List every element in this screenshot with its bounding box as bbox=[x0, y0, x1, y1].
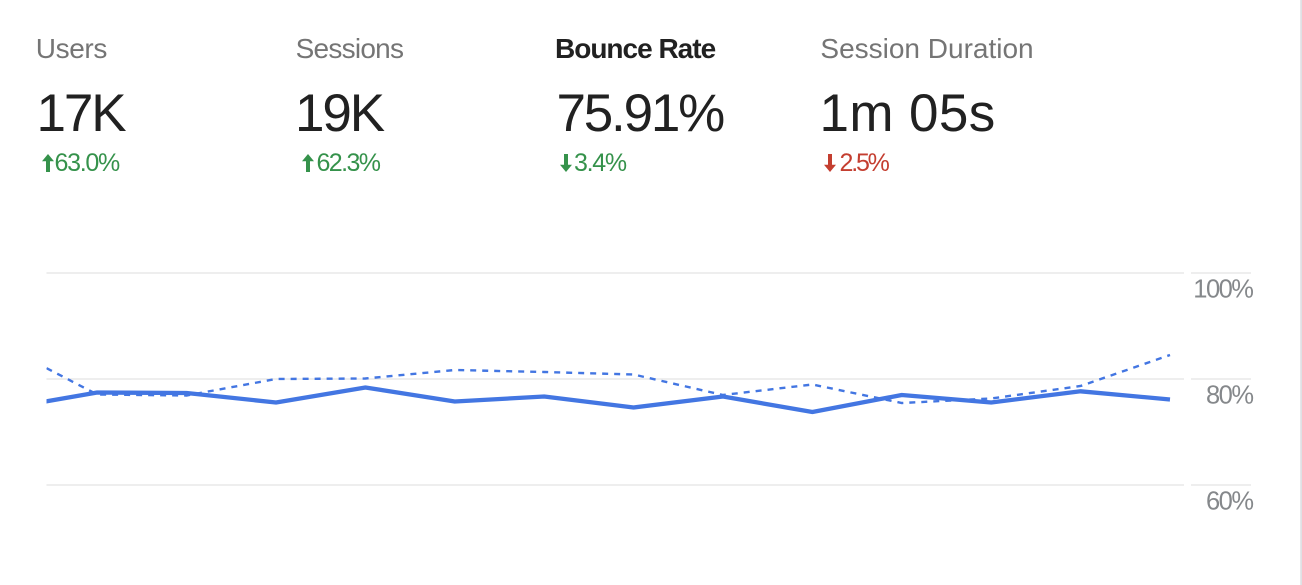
svg-text:100%: 100% bbox=[1193, 276, 1253, 304]
svg-text:80%: 80% bbox=[1206, 382, 1253, 410]
svg-text:60%: 60% bbox=[1206, 488, 1253, 516]
